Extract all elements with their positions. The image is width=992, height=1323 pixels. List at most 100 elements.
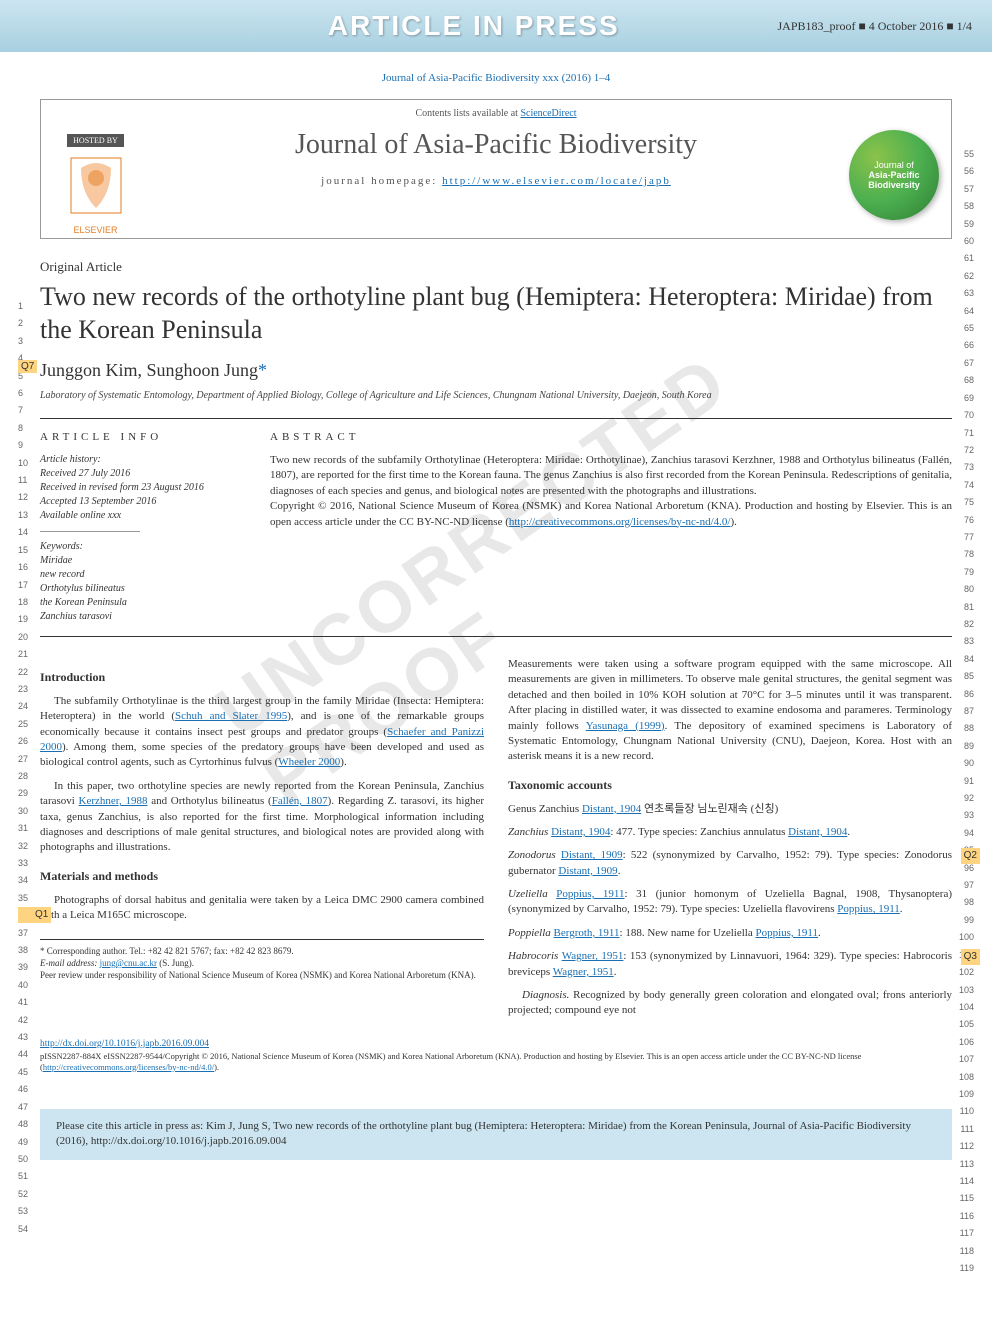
t: . [618, 865, 621, 877]
keyword-3: Orthotylus bilineatus [40, 582, 240, 596]
ref-distant-1909b[interactable]: Distant, 1909 [558, 865, 617, 877]
received-date: Received 27 July 2016 [40, 467, 240, 481]
keywords-block: Keywords: Miridae new record Orthotylus … [40, 540, 240, 624]
intro-paragraph-1: The subfamily Orthotylinae is the third … [40, 694, 484, 771]
t: ). Among them, some species of the preda… [40, 741, 484, 768]
online-date: Available online xxx [40, 509, 240, 523]
tax-genus-line: Genus Zanchius Distant, 1904 연초록들장 님노린재속… [508, 802, 952, 817]
keywords-header: Keywords: [40, 540, 240, 554]
ref-wagner-1951a[interactable]: Wagner, 1951 [562, 950, 624, 962]
history-header: Article history: [40, 453, 240, 467]
email-suffix: (S. Jung). [157, 958, 194, 968]
email-label: E-mail address: [40, 958, 100, 968]
ref-distant-1909a[interactable]: Distant, 1909 [561, 849, 623, 861]
ref-bergroth[interactable]: Bergroth, 1911 [554, 927, 620, 939]
t: Genus Zanchius [508, 803, 582, 815]
cc-license-link[interactable]: http://creativecommons.org/licenses/by-n… [509, 516, 731, 528]
q3-marker: Q3 [961, 949, 980, 965]
homepage-prefix: journal homepage: [321, 175, 442, 187]
peer-review-note: Peer review under responsibility of Nati… [40, 970, 484, 982]
sciencedirect-link[interactable]: ScienceDirect [520, 108, 576, 119]
t: 연초록들장 님노린재속 (신칭) [641, 803, 778, 815]
contents-line: Contents lists available at ScienceDirec… [53, 108, 939, 119]
t: Zanchius [508, 826, 551, 838]
corresponding-author-note: * Corresponding author. Tel.: +82 42 821… [40, 946, 484, 958]
ref-fallen[interactable]: Fallén, 1807 [272, 795, 328, 807]
intro-paragraph-2: In this paper, two orthotyline species a… [40, 779, 484, 856]
authors-line: Q7 Junggon Kim, Sunghoon Jung* [40, 360, 952, 381]
revised-date: Received in revised form 23 August 2016 [40, 481, 240, 495]
t: and Orthotylus bilineatus ( [147, 795, 271, 807]
t: Zonodorus [508, 849, 561, 861]
homepage-link[interactable]: http://www.elsevier.com/locate/japb [442, 175, 671, 187]
tax-zanchius-line: Zanchius Distant, 1904: 477. Type specie… [508, 825, 952, 840]
keyword-5: Zanchius tarasovi [40, 610, 240, 624]
info-separator [40, 531, 140, 532]
materials-methods-heading: Materials and methods [40, 868, 484, 885]
proof-info: JAPB183_proof ■ 4 October 2016 ■ 1/4 [778, 19, 972, 34]
author-2: Sunghoon Jung [147, 360, 259, 380]
ref-schuh-slater[interactable]: Schuh and Slater 1995 [175, 710, 287, 722]
accepted-date: Accepted 13 September 2016 [40, 495, 240, 509]
journal-title: Journal of Asia-Pacific Biodiversity [53, 129, 939, 161]
badge-line2: Asia-Pacific [868, 170, 920, 180]
tax-uzeliella-line: Uzeliella Poppius, 1911: 31 (junior homo… [508, 887, 952, 918]
doi-link[interactable]: http://dx.doi.org/10.1016/j.japb.2016.09… [40, 1039, 209, 1049]
elsevier-block: HOSTED BY ELSEVIER [53, 130, 138, 235]
tax-zonodorus-line: Zonodorus Distant, 1909: 522 (synonymize… [508, 848, 952, 879]
email-link[interactable]: jung@cnu.ac.kr [100, 958, 157, 968]
issn-text-b: ). [214, 1062, 219, 1072]
ref-distant-1904b[interactable]: Distant, 1904 [551, 826, 610, 838]
page-content: Journal of Asia-Pacific Biodiversity xxx… [0, 52, 992, 1093]
tax-habrocoris-line: Habrocoris Wagner, 1951: 153 (synonymize… [508, 949, 952, 980]
doi-line: http://dx.doi.org/10.1016/j.japb.2016.09… [40, 1039, 952, 1049]
abstract-p1: Two new records of the subfamily Orthoty… [270, 454, 952, 497]
body-columns: Introduction The subfamily Orthotylinae … [40, 657, 952, 1027]
journal-badge-icon: Journal of Asia-Pacific Biodiversity [849, 130, 939, 220]
t: Uzeliella [508, 888, 556, 900]
ref-yasunaga[interactable]: Yasunaga (1999) [586, 720, 665, 732]
mm-paragraph: Q1 Photographs of dorsal habitus and gen… [40, 893, 484, 924]
t: . [818, 927, 821, 939]
citation-box: Please cite this article in press as: Ki… [40, 1109, 952, 1160]
q1-marker: Q1 [18, 907, 51, 923]
ref-wheeler[interactable]: Wheeler 2000 [278, 756, 340, 768]
t: : 477. Type species: Zanchius annulatus [610, 826, 788, 838]
issn-line: pISSN2287-884X eISSN2287-9544/Copyright … [40, 1051, 952, 1073]
ref-poppius-1911a[interactable]: Poppius, 1911 [556, 888, 624, 900]
article-info-column: ARTICLE INFO Article history: Received 2… [40, 431, 240, 624]
abstract-text: Two new records of the subfamily Orthoty… [270, 453, 952, 530]
keyword-4: the Korean Peninsula [40, 596, 240, 610]
elsevier-logo-icon [66, 153, 126, 223]
t: . [614, 966, 617, 978]
badge-line1: Journal of [868, 160, 920, 170]
issn-cc-link[interactable]: http://creativecommons.org/licenses/by-n… [43, 1062, 214, 1072]
diagnosis-header: Diagnosis. [522, 989, 569, 1001]
t: ). [340, 756, 346, 768]
abstract-column: ABSTRACT Two new records of the subfamil… [270, 431, 952, 624]
tax-poppiella-line: Poppiella Bergroth, 1911: 188. New name … [508, 926, 952, 941]
ref-distant-1904a[interactable]: Distant, 1904 [582, 803, 641, 815]
introduction-heading: Introduction [40, 669, 484, 686]
q2-marker: Q2 [961, 848, 980, 864]
ref-wagner-1951b[interactable]: Wagner, 1951 [553, 966, 614, 978]
email-line: E-mail address: jung@cnu.ac.kr (S. Jung)… [40, 958, 484, 970]
keyword-1: Miridae [40, 554, 240, 568]
ref-kerzhner[interactable]: Kerzhner, 1988 [79, 795, 148, 807]
affiliation: Laboratory of Systematic Entomology, Dep… [40, 389, 952, 402]
article-history: Article history: Received 27 July 2016 R… [40, 453, 240, 523]
t: Poppiella [508, 927, 554, 939]
body-column-right: Measurements were taken using a software… [508, 657, 952, 1027]
info-abstract-row: ARTICLE INFO Article history: Received 2… [40, 418, 952, 637]
banner-title: ARTICLE IN PRESS [328, 10, 620, 42]
abstract-label: ABSTRACT [270, 431, 952, 443]
ref-poppius-1911c[interactable]: Poppius, 1911 [755, 927, 818, 939]
t: Photographs of dorsal habitus and genita… [40, 894, 484, 921]
ref-poppius-1911b[interactable]: Poppius, 1911 [837, 903, 900, 915]
ref-distant-1904c[interactable]: Distant, 1904 [788, 826, 847, 838]
t: . [900, 903, 903, 915]
q7-marker: Q7 [18, 360, 37, 373]
elsevier-text: ELSEVIER [53, 225, 138, 235]
journal-reference: Journal of Asia-Pacific Biodiversity xxx… [40, 72, 952, 84]
keyword-2: new record [40, 568, 240, 582]
